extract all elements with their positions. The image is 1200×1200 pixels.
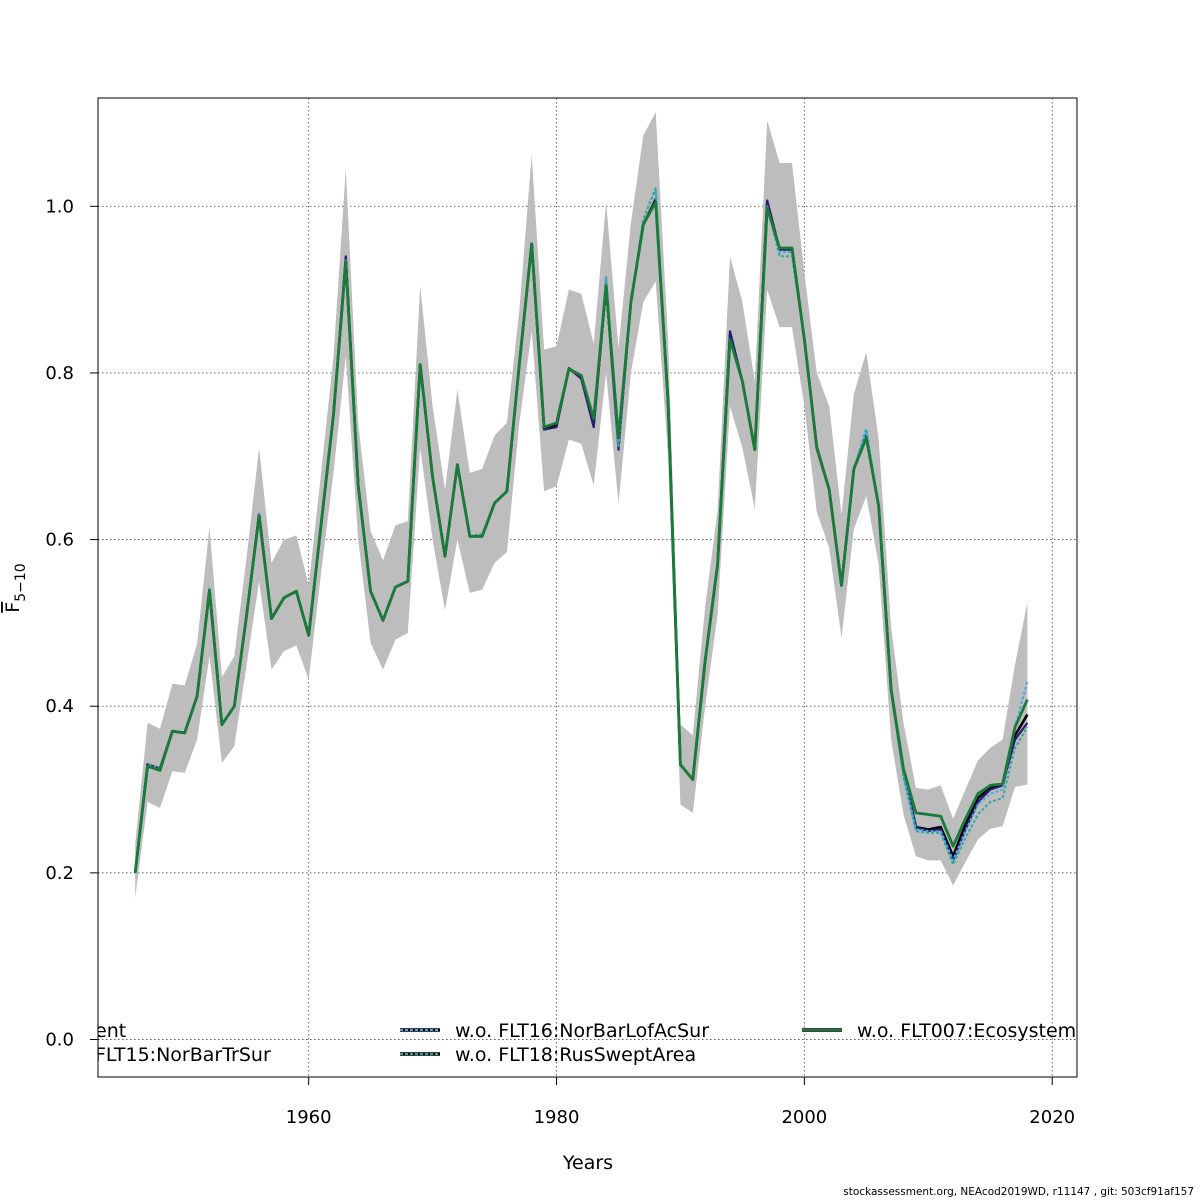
- y-tick-label: 0.4: [45, 696, 74, 717]
- confidence-band: [135, 112, 1028, 898]
- legend-label: w.o. FLT16:NorBarLofAcSur: [455, 1020, 709, 1042]
- x-axis: 1960 1980 2000 2020: [286, 1077, 1075, 1128]
- y-tick-label: 0.8: [45, 363, 74, 384]
- y-axis: 0.0 0.2 0.4 0.6 0.8 1.0: [45, 196, 98, 1051]
- legend-item-2: FLT15:NorBarTrSur: [95, 1044, 271, 1066]
- y-axis-label: F5−10: [2, 563, 29, 612]
- y-tick-label: 0.2: [45, 863, 74, 884]
- legend-label: w.o. FLT007:Ecosystem: [857, 1020, 1076, 1042]
- y-tick-label: 0.6: [45, 530, 74, 551]
- y-axis-label-sub: 5−10: [13, 563, 29, 601]
- x-axis-label: Years: [562, 1152, 613, 1174]
- legend-label: FLT15:NorBarTrSur: [95, 1044, 271, 1066]
- series-lines: [133, 187, 1029, 874]
- x-tick-label: 1960: [286, 1107, 332, 1128]
- legend-item-5: w.o. FLT007:Ecosystem: [802, 1020, 1076, 1042]
- confidence-band-area: [135, 112, 1028, 898]
- legend-label: w.o. FLT18:RusSweptArea: [455, 1044, 696, 1066]
- y-tick-label: 1.0: [45, 196, 74, 217]
- x-tick-label: 2020: [1029, 1107, 1075, 1128]
- y-axis-label-main: F: [2, 602, 24, 613]
- y-tick-label: 0.0: [45, 1030, 74, 1051]
- x-tick-label: 2000: [781, 1107, 827, 1128]
- series-line-5: [133, 200, 1029, 874]
- legend-label: ent: [95, 1020, 126, 1042]
- legend-item-1: ent: [95, 1020, 126, 1042]
- plot-frame: [97, 97, 1078, 1078]
- series-line-3: [134, 188, 1029, 874]
- footer-credit: stockassessment.org, NEAcod2019WD, r1114…: [843, 1186, 1194, 1198]
- series-line-4: [134, 187, 1029, 874]
- legend-item-3: w.o. FLT16:NorBarLofAcSur: [400, 1020, 709, 1042]
- legend-item-4: w.o. FLT18:RusSweptArea: [400, 1044, 696, 1066]
- x-tick-label: 1980: [534, 1107, 580, 1128]
